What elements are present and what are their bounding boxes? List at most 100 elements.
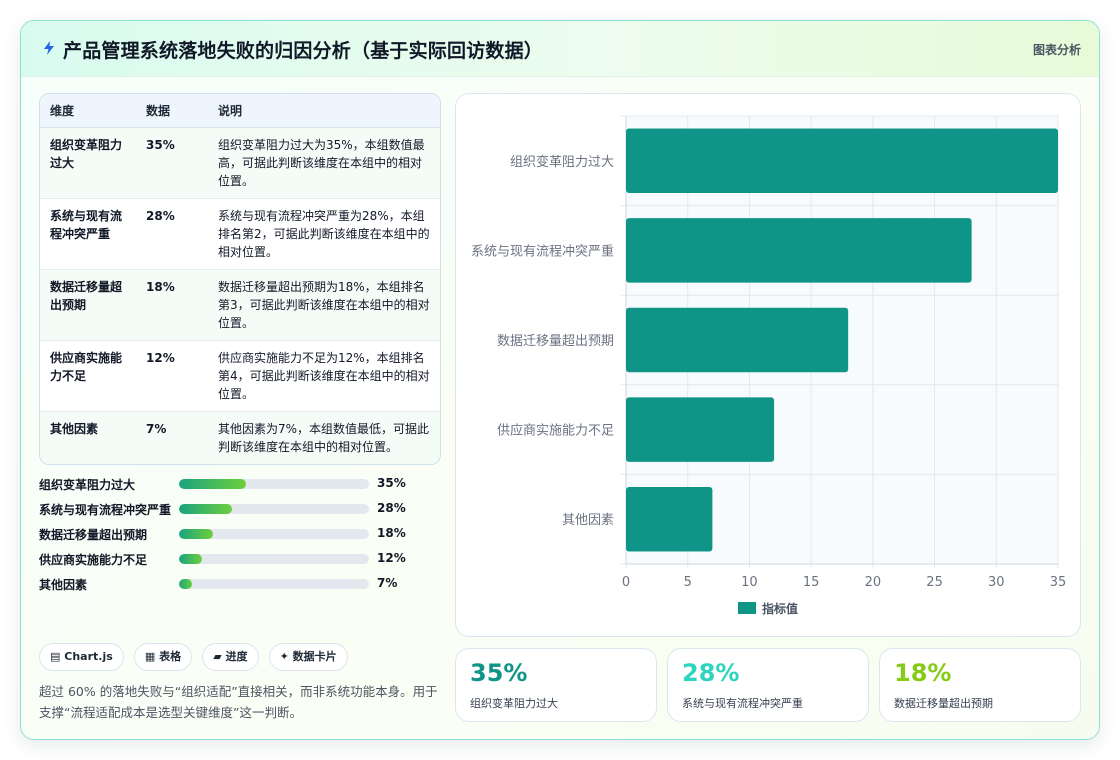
progress-track bbox=[179, 554, 369, 564]
row-description: 数据迁移量超出预期为18%，本组排名第3，可据此判断该维度在本组中的相对位置。 bbox=[208, 269, 440, 341]
bar-chart-panel: 0 5 10 15 20 25 30 35 组织变革阻力过大系统与现有流程冲突严重数据迁移量超出… bbox=[455, 93, 1081, 637]
table-row: 组织变革阻力过大 35% 组织变革阻力过大为35%，本组数值最高，可据此判断该维… bbox=[40, 127, 440, 199]
progress-track bbox=[179, 479, 369, 489]
progress-fill bbox=[179, 579, 193, 589]
row-description: 系统与现有流程冲突严重为28%，本组排名第2，可据此判断该维度在本组中的相对位置… bbox=[208, 198, 440, 270]
table-row: 供应商实施能力不足 12% 供应商实施能力不足为12%，本组排名第4，可据此判断… bbox=[40, 340, 440, 412]
progress-row: 供应商实施能力不足 12% bbox=[39, 548, 441, 573]
progress-row: 数据迁移量超出预期 18% bbox=[39, 523, 441, 548]
bar bbox=[626, 128, 1058, 194]
bar bbox=[626, 397, 775, 462]
x-tick-label: 20 bbox=[865, 575, 882, 590]
progress-row: 其他因素 7% bbox=[39, 573, 441, 598]
row-value: 35% bbox=[136, 127, 208, 199]
row-value: 28% bbox=[136, 198, 208, 270]
table-row: 系统与现有流程冲突严重 28% 系统与现有流程冲突严重为28%，本组排名第2，可… bbox=[40, 198, 440, 270]
chart-analysis-tag[interactable]: 图表分析 bbox=[1032, 43, 1081, 57]
table-icon: ▦ bbox=[144, 650, 156, 663]
progress-value: 18% bbox=[377, 526, 406, 540]
progress-label: 系统与现有流程冲突严重 bbox=[39, 503, 172, 517]
legend-label: 指标值 bbox=[762, 601, 798, 616]
bar-chart: 0 5 10 15 20 25 30 35 组织变革阻力过大系统与现有流程冲突严重数据迁移量超出… bbox=[471, 115, 1067, 616]
progress-row: 系统与现有流程冲突严重 28% bbox=[39, 498, 441, 523]
column-header-dimension: 维度 bbox=[40, 94, 136, 128]
chip-label: Chart.js bbox=[64, 650, 113, 663]
chip-label: 进度 bbox=[225, 650, 248, 663]
progress-fill bbox=[179, 529, 214, 539]
row-dimension: 系统与现有流程冲突严重 bbox=[40, 198, 136, 270]
insight-note: 超过 60% 的落地失败与“组织适配”直接相关，而非系统功能本身。用于支撑“流程… bbox=[39, 684, 438, 720]
progress-list: 组织变革阻力过大 35% 系统与现有流程冲突严重 28% 数据迁移量超出预期 1… bbox=[39, 473, 441, 598]
y-tick-label: 组织变革阻力过大 bbox=[510, 154, 614, 170]
progress-value: 35% bbox=[377, 476, 406, 490]
sparkle-icon: ✦ bbox=[279, 650, 289, 663]
legend-swatch bbox=[738, 602, 756, 614]
stat-card: 35% 组织变革阻力过大 bbox=[455, 648, 657, 722]
stat-value: 28% bbox=[682, 659, 740, 687]
stat-value: 18% bbox=[894, 659, 952, 687]
data-table: 维度 数据 说明 组织变革阻力过大 35% 组织变革阻力过大为35%，本组数值最… bbox=[39, 93, 441, 465]
progress-value: 12% bbox=[377, 551, 406, 565]
chart-icon: ▤ bbox=[50, 650, 61, 663]
row-dimension: 供应商实施能力不足 bbox=[40, 340, 136, 412]
stat-label: 系统与现有流程冲突严重 bbox=[682, 697, 803, 710]
bar bbox=[626, 218, 972, 283]
y-tick-label: 供应商实施能力不足 bbox=[497, 423, 614, 439]
chip-table[interactable]: ▦ 表格 bbox=[133, 643, 193, 671]
row-dimension: 组织变革阻力过大 bbox=[40, 127, 136, 199]
x-tick-label: 30 bbox=[988, 575, 1005, 590]
row-value: 12% bbox=[136, 340, 208, 412]
progress-row: 组织变革阻力过大 35% bbox=[39, 473, 441, 498]
progress-label: 组织变革阻力过大 bbox=[39, 478, 136, 492]
progress-track bbox=[179, 579, 369, 589]
chip-data-card[interactable]: ✦ 数据卡片 bbox=[268, 643, 348, 671]
progress-fill bbox=[179, 554, 202, 564]
x-tick-label: 0 bbox=[622, 575, 630, 590]
bar bbox=[626, 307, 849, 373]
page-title: 产品管理系统落地失败的归因分析（基于实际回访数据） bbox=[63, 40, 544, 62]
row-value: 7% bbox=[136, 411, 208, 464]
x-tick-label: 25 bbox=[926, 575, 943, 590]
row-description: 其他因素为7%，本组数值最低，可据此判断该维度在本组中的相对位置。 bbox=[208, 411, 440, 464]
dashboard-card: 产品管理系统落地失败的归因分析（基于实际回访数据） 图表分析 维度 数据 说明 … bbox=[20, 20, 1100, 740]
row-description: 组织变革阻力过大为35%，本组数值最高，可据此判断该维度在本组中的相对位置。 bbox=[208, 127, 440, 199]
progress-fill bbox=[179, 479, 246, 489]
row-description: 供应商实施能力不足为12%，本组排名第4，可据此判断该维度在本组中的相对位置。 bbox=[208, 340, 440, 412]
lightning-icon bbox=[44, 41, 54, 55]
progress-label: 供应商实施能力不足 bbox=[39, 553, 148, 567]
progress-label: 数据迁移量超出预期 bbox=[39, 528, 148, 542]
progress-label: 其他因素 bbox=[39, 578, 88, 592]
table-row: 数据迁移量超出预期 18% 数据迁移量超出预期为18%，本组排名第3，可据此判断… bbox=[40, 269, 440, 341]
column-header-description: 说明 bbox=[208, 94, 440, 128]
stat-value: 35% bbox=[470, 659, 528, 687]
progress-value: 28% bbox=[377, 501, 406, 515]
stat-label: 数据迁移量超出预期 bbox=[894, 697, 993, 710]
table-row: 其他因素 7% 其他因素为7%，本组数值最低，可据此判断该维度在本组中的相对位置… bbox=[40, 411, 440, 464]
progress-icon: ▰ bbox=[213, 650, 222, 663]
progress-fill bbox=[179, 504, 233, 514]
progress-value: 7% bbox=[377, 576, 398, 590]
table-header-row: 维度 数据 说明 bbox=[40, 94, 440, 128]
stat-card: 18% 数据迁移量超出预期 bbox=[879, 648, 1081, 722]
row-dimension: 其他因素 bbox=[40, 411, 136, 464]
feature-chips: ▤ Chart.js ▦ 表格 ▰ 进度 ✦ 数据卡片 bbox=[39, 643, 353, 671]
chip-label: 表格 bbox=[159, 650, 182, 663]
x-tick-label: 5 bbox=[684, 575, 692, 590]
stat-card: 28% 系统与现有流程冲突严重 bbox=[667, 648, 869, 722]
x-tick-label: 35 bbox=[1050, 575, 1067, 590]
y-tick-label: 数据迁移量超出预期 bbox=[497, 334, 614, 349]
progress-track bbox=[179, 529, 369, 539]
bar bbox=[626, 486, 713, 552]
x-tick-label: 15 bbox=[803, 575, 820, 590]
chip-chartjs[interactable]: ▤ Chart.js bbox=[39, 643, 124, 671]
progress-track bbox=[179, 504, 369, 514]
y-tick-label: 其他因素 bbox=[562, 513, 614, 528]
y-tick-label: 系统与现有流程冲突严重 bbox=[471, 243, 614, 259]
row-value: 18% bbox=[136, 269, 208, 341]
chip-progress[interactable]: ▰ 进度 bbox=[202, 643, 259, 671]
header: 产品管理系统落地失败的归因分析（基于实际回访数据） 图表分析 bbox=[21, 21, 1099, 77]
row-dimension: 数据迁移量超出预期 bbox=[40, 269, 136, 341]
stat-label: 组织变革阻力过大 bbox=[470, 697, 558, 710]
x-tick-label: 10 bbox=[741, 575, 758, 590]
column-header-data: 数据 bbox=[136, 94, 208, 128]
